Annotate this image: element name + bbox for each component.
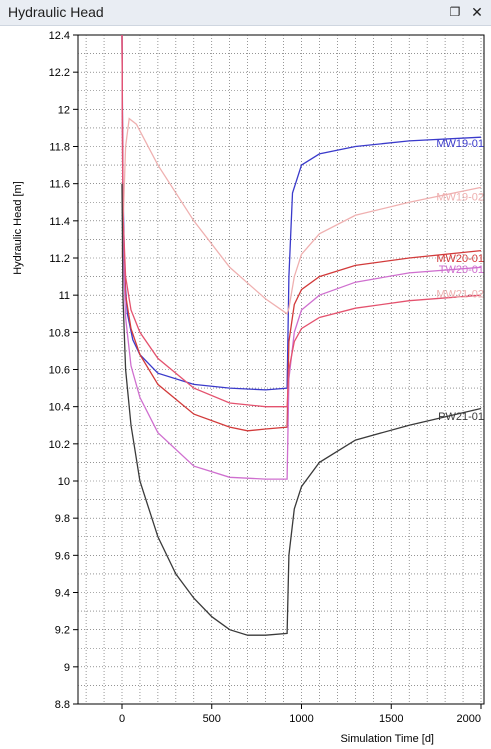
y-tick-label: 9.4 xyxy=(55,588,70,600)
series-label-mw20-01: MW20-01 xyxy=(436,253,484,265)
x-axis: 0 500 1000 1500 2000 xyxy=(119,704,482,725)
y-tick-label: 9.2 xyxy=(55,625,70,637)
y-tick-label: 12 xyxy=(58,104,70,116)
series-line-tw20-01 xyxy=(121,34,482,480)
y-tick-label: 10.6 xyxy=(49,365,70,377)
series-label-mw19-01: MW19-01 xyxy=(436,138,484,150)
x-tick-label: 1000 xyxy=(289,713,313,725)
y-axis-label: Hydraulic Head [m] xyxy=(12,181,24,275)
y-tick-label: 11.2 xyxy=(49,253,70,265)
y-tick-label: 11.8 xyxy=(49,142,70,154)
y-tick-label: 12.4 xyxy=(49,30,70,42)
series-label-mw19-02: MW19-02 xyxy=(436,192,484,204)
series-label-tw20-01: TW20-01 xyxy=(439,264,484,276)
x-tick-label: 1500 xyxy=(379,713,403,725)
y-tick-label: 9.6 xyxy=(55,550,70,562)
series-label-mw21-02: MW21-02 xyxy=(436,288,484,300)
series-label-pw21-01: PW21-01 xyxy=(438,411,484,423)
series-line-mw21-02 xyxy=(121,34,482,408)
y-tick-label: 11.6 xyxy=(49,179,70,191)
x-tick-label: 500 xyxy=(203,713,221,725)
y-tick-label: 10.4 xyxy=(49,402,70,414)
float-icon[interactable]: ❐ xyxy=(449,5,461,19)
x-tick-label: 0 xyxy=(119,713,125,725)
series-line-pw21-01 xyxy=(121,183,482,636)
grid xyxy=(78,35,484,704)
y-tick-label: 10.2 xyxy=(49,439,70,451)
panel-title: Hydraulic Head xyxy=(8,4,104,20)
y-tick-label: 8.8 xyxy=(55,699,70,711)
y-tick-label: 9 xyxy=(64,662,70,674)
y-axis: 8.8 9 9.2 9.4 9.6 9.8 10 10.2 10.4 10.6 10.8 11 11.2… xyxy=(49,30,78,711)
x-tick-label: 2000 xyxy=(457,713,481,725)
series-lines xyxy=(121,34,482,636)
y-tick-label: 11.4 xyxy=(49,216,70,228)
series-line-mw19-02 xyxy=(121,117,482,315)
plot-area xyxy=(77,34,485,705)
panel-titlebar: Hydraulic Head ❐ ✕ xyxy=(0,0,491,26)
y-tick-label: 11 xyxy=(59,290,70,302)
x-axis-label: Simulation Time [d] xyxy=(340,733,434,745)
y-tick-label: 10 xyxy=(58,476,70,488)
close-icon[interactable]: ✕ xyxy=(471,4,483,20)
series-line-mw20-01 xyxy=(121,34,482,432)
y-tick-label: 9.8 xyxy=(55,513,70,525)
y-tick-label: 12.2 xyxy=(49,67,70,79)
y-tick-label: 10.8 xyxy=(49,327,70,339)
